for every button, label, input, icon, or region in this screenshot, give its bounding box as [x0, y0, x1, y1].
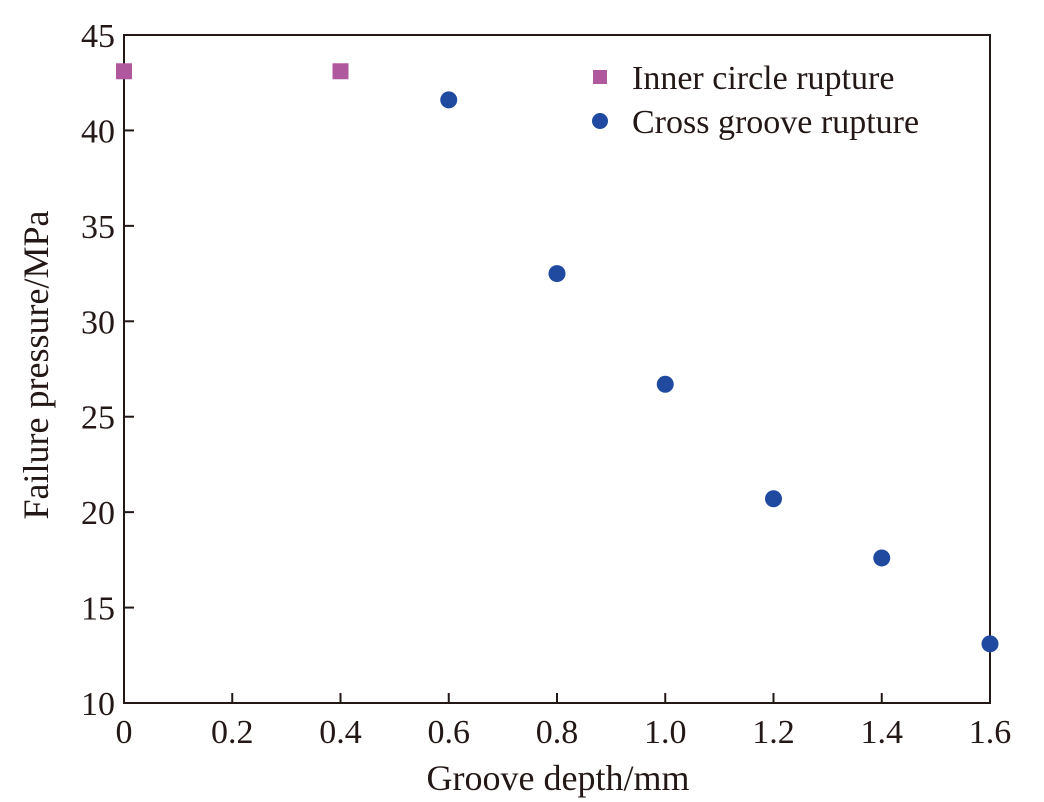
cross-groove-rupture-point — [981, 635, 999, 653]
x-axis-label: Groove depth/mm — [427, 758, 690, 798]
x-tick-label: 1.0 — [644, 714, 687, 751]
cross-groove-rupture-point — [765, 490, 782, 508]
y-tick-label: 20 — [81, 495, 115, 532]
inner-circle-rupture-point — [116, 63, 132, 80]
legend-entry-label: Inner circle rupture — [632, 60, 894, 97]
x-tick-label: 0.6 — [428, 714, 471, 751]
y-axis-label: Failure pressure/MPa — [16, 211, 56, 520]
y-tick-label: 25 — [81, 400, 115, 437]
cross-groove-rupture-point — [873, 549, 891, 567]
x-tick-label: 0.8 — [536, 714, 579, 751]
x-tick-label: 1.2 — [752, 714, 795, 751]
legend-circle-marker — [592, 113, 608, 129]
x-tick-label: 1.4 — [861, 714, 904, 751]
legend: Inner circle rupture Cross groove rupture — [592, 60, 919, 141]
y-tick-label: 45 — [81, 18, 115, 55]
legend-entry-label: Cross groove rupture — [632, 104, 919, 141]
y-tick-label: 40 — [81, 113, 115, 150]
y-tick-label: 10 — [81, 686, 115, 723]
x-tick-label: 1.6 — [969, 714, 1012, 751]
plot-area: 0 0.2 0.4 0.6 0.8 1.0 1.2 1.4 1.6 10 15 20 25 30 35 40 4… — [81, 18, 1011, 751]
x-tick-label: 0 — [116, 714, 133, 751]
y-tick-label: 35 — [81, 209, 115, 246]
y-tick-label: 30 — [81, 304, 115, 341]
cross-groove-rupture-point — [440, 91, 458, 109]
legend-square-marker — [593, 70, 607, 84]
inner-circle-rupture-point — [332, 63, 349, 80]
data-marks — [116, 63, 999, 653]
y-tick-label: 15 — [81, 591, 115, 628]
cross-groove-rupture-point — [548, 265, 566, 283]
x-tick-label: 0.4 — [319, 714, 362, 751]
cross-groove-rupture-point — [656, 375, 674, 393]
x-tick-label: 0.2 — [211, 714, 254, 751]
